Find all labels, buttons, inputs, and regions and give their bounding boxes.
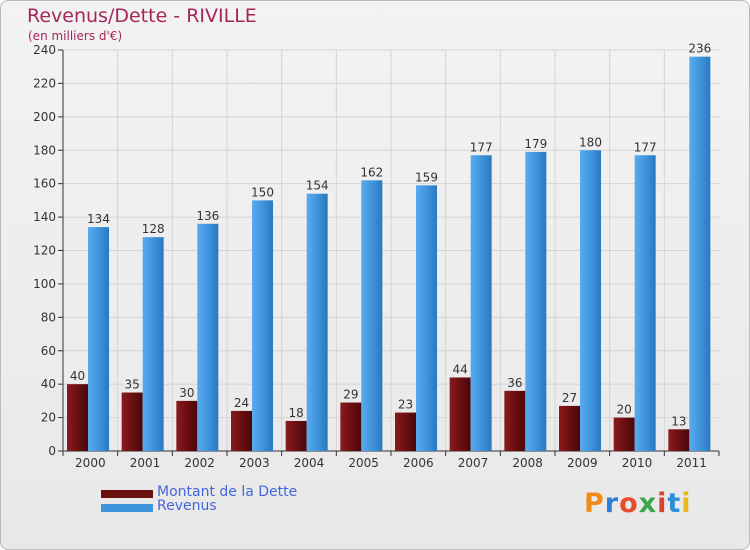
data-label: 134 [87, 212, 110, 226]
data-label: 136 [196, 209, 219, 223]
bar-debt [231, 410, 252, 451]
y-tick-label: 100 [33, 277, 56, 291]
bar-revenus [689, 56, 711, 451]
bar-revenus [580, 150, 601, 451]
bar-debt [668, 429, 690, 451]
bar-debt [176, 400, 198, 451]
bar-revenus [197, 223, 219, 451]
x-tick-label: 2004 [294, 456, 325, 470]
x-tick-label: 2008 [512, 456, 543, 470]
bar-debt [121, 392, 143, 451]
data-label: 36 [507, 376, 522, 390]
x-tick-label: 2009 [567, 456, 598, 470]
bar-debt [395, 412, 416, 451]
bar-revenus [142, 237, 164, 451]
proxiti-logo: Proxiti [584, 488, 692, 519]
logo-letter: r [604, 488, 620, 519]
x-tick-label: 2005 [348, 456, 379, 470]
bar-revenus [88, 227, 109, 451]
bar-debt [340, 402, 362, 451]
x-tick-label: 2002 [184, 456, 215, 470]
data-label: 29 [343, 388, 358, 402]
logo-letter: o [619, 488, 639, 519]
logo-letter: t [667, 488, 682, 519]
x-tick-label: 2010 [622, 456, 653, 470]
data-label: 20 [617, 403, 632, 417]
legend-swatch-revenus [101, 504, 153, 512]
bar-revenus [470, 155, 492, 451]
data-label: 162 [360, 165, 383, 179]
y-tick-label: 60 [41, 344, 56, 358]
legend-label-revenus: Revenus [157, 498, 217, 514]
logo-letter: i [657, 488, 668, 519]
bar-revenus [252, 200, 273, 451]
y-tick-label: 40 [41, 377, 56, 391]
bar-revenus [634, 155, 656, 451]
y-tick-label: 160 [33, 177, 56, 191]
data-label: 177 [634, 140, 657, 154]
data-label: 44 [453, 362, 468, 376]
chart-subtitle: (en milliers d'€) [28, 29, 123, 43]
bar-debt [285, 420, 307, 451]
bar-debt [613, 417, 635, 451]
y-tick-label: 180 [33, 143, 56, 157]
data-label: 154 [306, 179, 329, 193]
y-tick-label: 120 [33, 244, 56, 258]
data-label: 150 [251, 185, 274, 199]
bar-debt [67, 384, 88, 451]
data-label: 159 [415, 170, 438, 184]
logo-letter: x [638, 488, 658, 519]
data-label: 236 [688, 42, 711, 56]
bar-debt [449, 377, 471, 451]
y-tick-label: 0 [48, 444, 56, 458]
data-label: 24 [234, 396, 249, 410]
bar-debt [559, 405, 580, 451]
data-label: 128 [142, 222, 165, 236]
data-label: 30 [179, 386, 194, 400]
data-label: 35 [125, 378, 140, 392]
x-tick-label: 2000 [75, 456, 106, 470]
y-tick-label: 20 [41, 411, 56, 425]
y-tick-label: 240 [33, 43, 56, 57]
data-label: 40 [70, 369, 85, 383]
data-label: 18 [289, 406, 304, 420]
data-label: 13 [671, 414, 686, 428]
data-labels: 40 134 35 128 30 136 24 150 18 154 29 162 23 159 44 177… [70, 42, 711, 429]
legend-swatch-debt [101, 490, 153, 498]
bar-revenus [416, 185, 437, 451]
bar-revenus [306, 193, 328, 452]
logo-letter: i [681, 488, 692, 519]
y-tick-label: 80 [41, 310, 56, 324]
x-tick-label: 2011 [676, 456, 707, 470]
logo-letter: P [584, 488, 605, 519]
y-tick-label: 200 [33, 110, 56, 124]
chart-title: Revenus/Dette - RIVILLE [27, 5, 257, 27]
x-tick-label: 2003 [239, 456, 270, 470]
bar-debt [504, 390, 526, 451]
x-tick-label: 2006 [403, 456, 434, 470]
x-tick-label: 2007 [458, 456, 489, 470]
data-label: 27 [562, 391, 577, 405]
data-label: 23 [398, 398, 413, 412]
legend-label-debt: Montant de la Dette [157, 484, 298, 500]
data-label: 179 [524, 137, 547, 151]
y-tick-label: 140 [33, 210, 56, 224]
bar-revenus [361, 180, 383, 451]
y-tick-label: 220 [33, 76, 56, 90]
grid-lines [63, 49, 719, 451]
data-label: 177 [470, 140, 493, 154]
data-label: 180 [579, 135, 602, 149]
bars [67, 56, 711, 452]
x-tick-label: 2001 [130, 456, 161, 470]
bar-revenus [525, 151, 547, 451]
